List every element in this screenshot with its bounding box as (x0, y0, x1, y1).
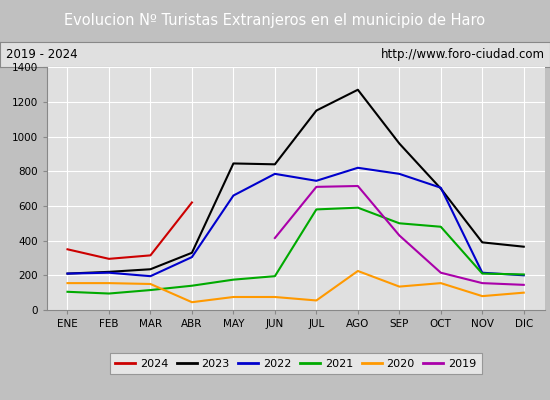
Text: Evolucion Nº Turistas Extranjeros en el municipio de Haro: Evolucion Nº Turistas Extranjeros en el … (64, 14, 486, 28)
Text: 2019 - 2024: 2019 - 2024 (6, 48, 77, 61)
Text: http://www.foro-ciudad.com: http://www.foro-ciudad.com (381, 48, 544, 61)
Legend: 2024, 2023, 2022, 2021, 2020, 2019: 2024, 2023, 2022, 2021, 2020, 2019 (109, 353, 482, 374)
